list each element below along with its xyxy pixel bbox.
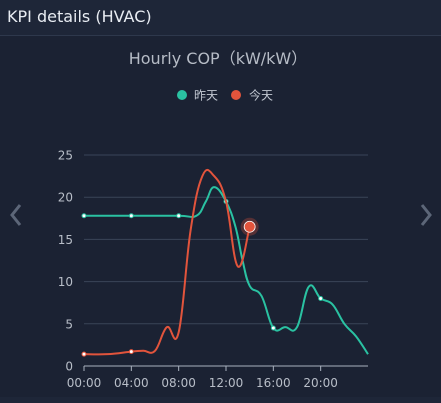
y-tick-label: 25: [58, 149, 73, 163]
legend-item-yesterday[interactable]: 昨天: [177, 89, 218, 103]
y-tick-label: 0: [65, 360, 73, 374]
chart-legend[interactable]: 昨天 今天: [177, 88, 273, 103]
data-point-yesterday[interactable]: [128, 213, 134, 219]
data-point-yesterday[interactable]: [81, 213, 87, 219]
chevron-right-icon[interactable]: [418, 200, 434, 230]
data-point-yesterday[interactable]: [270, 325, 276, 331]
panel-title: KPI details (HVAC): [7, 7, 152, 26]
legend-label-yesterday: 昨天: [194, 89, 218, 103]
y-tick-label: 15: [58, 233, 73, 247]
panel-header: KPI details (HVAC): [0, 0, 441, 36]
legend-marker-today: [231, 90, 241, 100]
data-point-yesterday[interactable]: [318, 295, 324, 301]
x-tick-label: 20:00: [303, 376, 338, 390]
x-tick-label: 16:00: [256, 376, 291, 390]
x-tick-label: 04:00: [114, 376, 149, 390]
series-line-yesterday: [83, 186, 369, 355]
legend-item-today[interactable]: 今天: [231, 88, 273, 103]
data-point-today[interactable]: [81, 351, 87, 357]
plot-area: 0 5 10 15 20 25 00:00 04:00 08:00 12:00 16:00 20:00: [58, 149, 369, 390]
x-tick-label: 08:00: [161, 376, 196, 390]
current-point-today[interactable]: [243, 220, 256, 233]
chart-title: Hourly COP（kW/kW）: [129, 49, 308, 68]
y-tick-label: 10: [58, 275, 73, 289]
legend-label-today: 今天: [249, 88, 273, 103]
data-point-today[interactable]: [128, 349, 134, 355]
data-point-yesterday[interactable]: [176, 213, 182, 219]
y-tick-label: 20: [58, 191, 73, 205]
x-tick-label: 00:00: [67, 376, 102, 390]
chevron-left-icon[interactable]: [8, 200, 24, 230]
y-tick-label: 5: [65, 317, 73, 331]
panel-footer: [0, 397, 441, 403]
legend-marker-yesterday: [177, 90, 187, 100]
x-tick-label: 12:00: [209, 376, 244, 390]
